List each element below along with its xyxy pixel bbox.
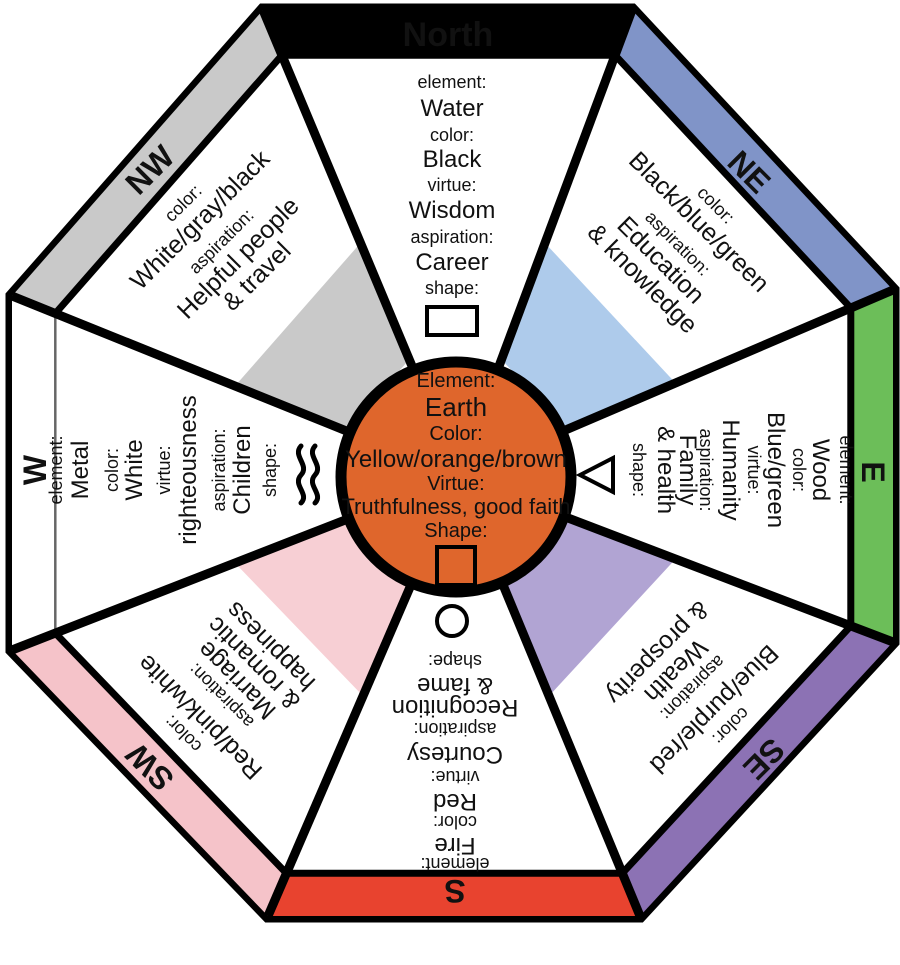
west-band (12, 296, 56, 650)
east-line: Wood (807, 439, 834, 501)
center-line: Color: (429, 423, 482, 445)
southwest-inner-wedge (235, 519, 411, 696)
center-line: Yellow/orange/brown (345, 446, 567, 473)
section-east: element: Wood color: Blue/green virtue: … (629, 412, 856, 528)
east-line: Blue/green (762, 412, 789, 528)
north-rectangle-shape-icon (425, 305, 479, 337)
west-line: righteousness (175, 395, 202, 544)
west-line: aspiration: (209, 428, 229, 511)
north-label: North (403, 16, 494, 54)
north-band (263, 10, 632, 56)
south-circle-shape-icon (435, 604, 469, 638)
north-line: Wisdom (409, 197, 496, 224)
north-line: Career (415, 249, 488, 276)
north-line: shape: (425, 278, 479, 298)
northeast-band (615, 10, 893, 308)
south-band (268, 873, 640, 916)
east-line: virtue: (744, 445, 764, 494)
center-line: Virtue: (427, 473, 484, 495)
band-inner-edge (52, 51, 855, 877)
southwest-band (12, 633, 287, 916)
south-line: element: (420, 854, 489, 874)
east-label: E (855, 461, 891, 482)
section-north: North element: Water color: Black virtue… (403, 16, 496, 298)
south-line: virtue: (430, 767, 479, 787)
south-line: aspiration: (413, 719, 496, 739)
northwest-inner-wedge (235, 243, 410, 431)
east-line: color: (789, 448, 809, 492)
east-line: & health (652, 426, 679, 514)
northeast-inner-wedge (501, 243, 676, 430)
west-line: color: (102, 448, 122, 492)
south-line: Courtesy (407, 741, 503, 768)
center-info: Element: Earth Color: Yellow/orange/brow… (341, 370, 570, 542)
north-line: aspiration: (410, 227, 493, 247)
north-line: Black (423, 146, 483, 173)
west-line: element: (46, 435, 66, 504)
south-line: Red (433, 788, 477, 815)
northwest-band (12, 10, 282, 314)
west-label: W (17, 454, 53, 485)
north-line: element: (417, 72, 486, 92)
north-line: Water (420, 95, 483, 122)
north-line: virtue: (427, 175, 476, 195)
south-line: Recognition (392, 694, 519, 721)
east-line: aspiration: (696, 428, 716, 511)
southeast-inner-wedge (503, 517, 676, 696)
center-line: Shape: (424, 520, 487, 542)
center-line: Earth (425, 392, 487, 422)
west-line: Metal (67, 441, 94, 500)
east-line: Family (674, 435, 701, 506)
west-line: White (121, 439, 148, 500)
east-band (850, 290, 893, 642)
west-line: virtue: (154, 445, 174, 494)
southeast-band (622, 625, 893, 916)
center-line: Element: (417, 370, 496, 392)
north-line: color: (430, 125, 474, 145)
east-line: shape: (629, 443, 649, 497)
west-wavy-lines-shape-icon (295, 443, 321, 506)
center-circle (335, 356, 577, 598)
south-line: & fame (417, 672, 493, 699)
section-west: element: Metal color: White virtue: righ… (46, 395, 280, 544)
section-south: S element: Fire color: Red virtue: Court… (392, 651, 519, 909)
center-line: Truthfulness, good faith (341, 494, 570, 519)
east-line: Humanity (717, 419, 744, 520)
west-line: Children (229, 425, 256, 514)
west-label-group: W (17, 454, 53, 485)
east-line: element: (836, 435, 856, 504)
south-line: Fire (434, 832, 475, 859)
west-line: shape: (260, 443, 280, 497)
south-line: color: (433, 812, 477, 832)
east-triangle-shape-icon (575, 454, 615, 496)
center-square-shape-icon (435, 545, 477, 587)
south-label: S (444, 873, 465, 909)
east-label-group: E (855, 461, 891, 482)
south-line: shape: (428, 651, 482, 671)
